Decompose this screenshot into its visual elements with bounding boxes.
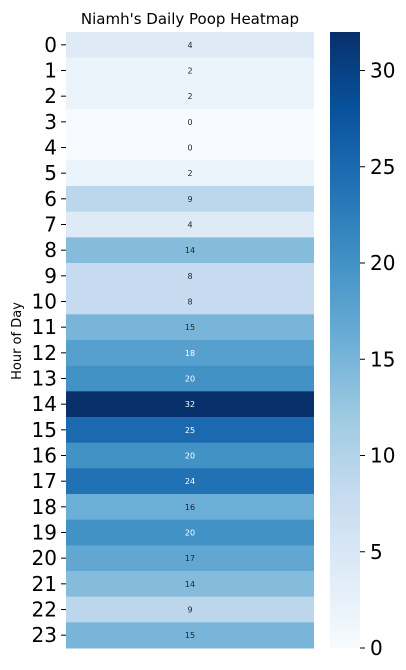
y-tick-label: 11 [32,315,57,339]
y-tick-label: 6 [44,187,57,211]
y-tick-label: 1 [44,59,57,83]
heatmap-cell [66,622,314,649]
y-tick-label: 7 [44,213,57,237]
y-tick-label: 2 [44,84,57,108]
heatmap-cell [66,160,314,187]
y-tick-label: 20 [32,546,57,570]
y-tick-label: 17 [32,469,57,493]
cell-value-label: 20 [185,375,195,384]
cell-value-label: 4 [187,221,192,230]
heatmap-cell [66,263,314,290]
cell-value-label: 8 [187,298,192,307]
colorbar-tick-label: 0 [370,636,383,660]
y-tick-label: 3 [44,110,57,134]
y-tick-label: 5 [44,161,57,185]
heatmap-cell [66,134,314,161]
cell-value-label: 2 [187,67,192,76]
cell-value-label: 0 [187,144,192,153]
heatmap-cell [66,442,314,469]
cell-value-label: 14 [185,580,195,589]
cell-value-label: 16 [185,503,195,512]
cell-value-label: 2 [187,169,192,178]
cell-value-label: 15 [185,631,195,640]
heatmap-cell [66,211,314,238]
colorbar-tick-label: 25 [370,155,395,179]
y-tick-label: 9 [44,264,57,288]
cell-value-label: 32 [185,400,195,409]
cell-value-label: 4 [187,41,192,50]
colorbar-tick-label: 15 [370,347,395,371]
cell-value-label: 15 [185,323,195,332]
cell-value-label: 25 [185,426,195,435]
heatmap-cell [66,109,314,136]
y-tick-label: 12 [32,341,57,365]
colorbar: 0 5 10 15 20 25 30 [330,32,395,660]
y-tick-label: 15 [32,418,57,442]
colorbar-tick-label: 5 [370,540,383,564]
y-tick-label: 0 [44,33,57,57]
heatmap-cell [66,288,314,315]
colorbar-gradient [330,32,360,648]
chart-title: Niamh's Daily Poop Heatmap [81,10,299,28]
heatmap-cell [66,468,314,495]
cell-value-label: 14 [185,246,195,255]
cell-value-label: 0 [187,118,192,127]
heatmap-cell [66,237,314,264]
y-tick-label: 10 [32,290,57,314]
y-tick-label: 18 [32,495,57,519]
cell-value-label: 24 [185,477,195,486]
cell-value-label: 18 [185,349,195,358]
y-tick-label: 8 [44,238,57,262]
cell-value-label: 8 [187,272,192,281]
y-tick-label: 19 [32,521,57,545]
cell-value-label: 20 [185,452,195,461]
heatmap-cell [66,365,314,392]
heatmap-cell [66,186,314,213]
heatmap-cell [66,545,314,572]
cell-value-label: 17 [185,554,195,563]
heatmap-cell [66,340,314,367]
heatmap-cell [66,417,314,444]
y-tick-label: 23 [32,623,57,647]
colorbar-tick-label: 30 [370,59,395,83]
heatmap-cell [66,314,314,341]
cell-value-label: 20 [185,529,195,538]
y-tick-label: 22 [32,598,57,622]
y-axis-label: Hour of Day [10,302,25,380]
heatmap-cell [66,596,314,623]
y-tick-label: 14 [32,392,57,416]
heatmap-cell [66,83,314,110]
colorbar-tick-label: 20 [370,251,395,275]
heatmap-cell [66,32,314,59]
y-tick-label: 4 [44,136,57,160]
heatmap-cell [66,571,314,598]
cell-value-label: 9 [187,195,192,204]
y-tick-label: 13 [32,367,57,391]
y-tick-label: 21 [32,572,57,596]
cell-value-label: 2 [187,92,192,101]
heatmap-cell [66,391,314,418]
y-tick-label: 16 [32,444,57,468]
heatmap-cell [66,494,314,521]
cell-value-label: 9 [187,606,192,615]
heatmap-cell [66,519,314,546]
heatmap-cell [66,57,314,84]
colorbar-tick-label: 10 [370,444,395,468]
